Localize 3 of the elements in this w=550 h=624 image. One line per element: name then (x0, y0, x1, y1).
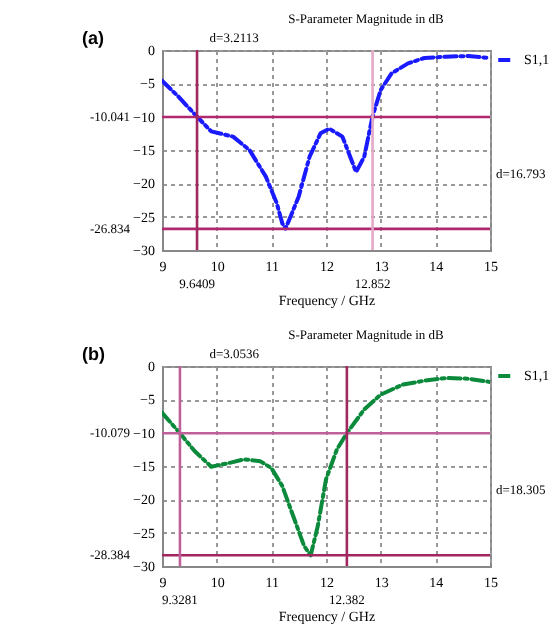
line-series (162, 376, 490, 558)
text: (b) (82, 344, 105, 364)
text: (a) (82, 28, 104, 48)
